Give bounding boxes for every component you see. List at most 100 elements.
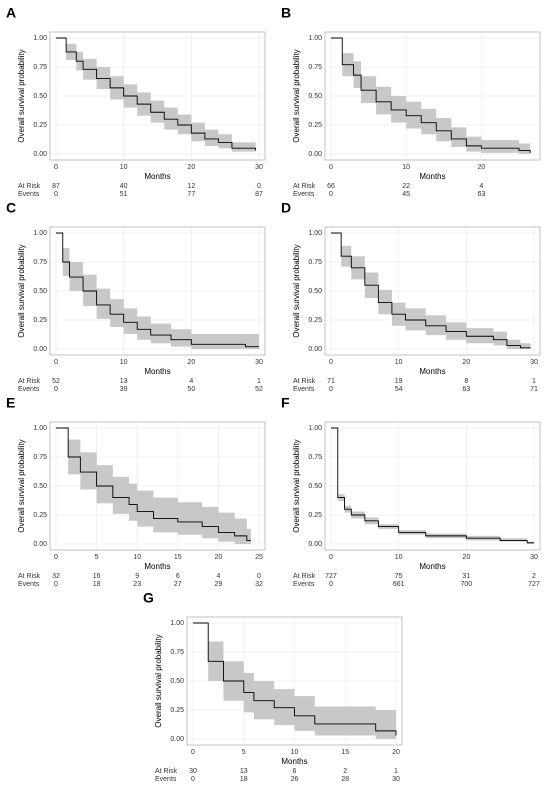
events-count: 63 [462, 386, 470, 393]
y-axis-label: Overall survival probability [292, 244, 301, 337]
x-tick-label: 10 [291, 749, 299, 756]
x-tick-label: 10 [395, 359, 403, 366]
x-tick-label: 5 [95, 554, 99, 561]
y-tick-label: 1.00 [33, 35, 47, 42]
panel-label: E [6, 395, 15, 411]
at-risk-count: 31 [462, 573, 470, 580]
survival-curve [56, 232, 259, 348]
x-tick-label: 20 [215, 554, 223, 561]
events-count: 30 [392, 776, 400, 783]
events-row-label: Events [293, 581, 315, 588]
events-count: 0 [54, 386, 58, 393]
y-tick-label: 0.00 [308, 346, 322, 353]
at-risk-count: 9 [135, 573, 139, 580]
events-count: 52 [255, 386, 263, 393]
survival-curve [331, 427, 534, 544]
x-tick-label: 15 [341, 749, 349, 756]
events-count: 29 [215, 581, 223, 588]
y-axis-label: Overall survival probability [292, 439, 301, 532]
y-axis-label: Overall survival probability [292, 49, 301, 142]
y-tick-label: 1.00 [308, 230, 322, 237]
events-count: 0 [54, 191, 58, 198]
x-tick-label: 10 [120, 359, 128, 366]
x-axis-label: Months [144, 172, 170, 181]
y-tick-label: 1.00 [33, 425, 47, 432]
x-tick-label: 20 [462, 359, 470, 366]
x-tick-label: 0 [54, 554, 58, 561]
events-count: 87 [255, 191, 263, 198]
survival-curve [331, 232, 531, 349]
y-tick-label: 0.25 [308, 512, 322, 519]
at-risk-count: 12 [187, 183, 195, 190]
at-risk-count: 8 [464, 378, 468, 385]
risk-row-label: At Risk [293, 378, 316, 385]
x-tick-label: 0 [329, 164, 333, 171]
events-count: 28 [341, 776, 349, 783]
at-risk-count: 6 [293, 768, 297, 775]
x-tick-label: 15 [174, 554, 182, 561]
x-tick-label: 0 [329, 359, 333, 366]
y-tick-label: 0.25 [170, 707, 184, 714]
y-tick-label: 0.75 [33, 454, 47, 461]
x-tick-label: 10 [395, 554, 403, 561]
x-tick-label: 25 [255, 554, 263, 561]
x-tick-label: 10 [120, 164, 128, 171]
x-tick-label: 30 [255, 359, 263, 366]
events-count: 18 [93, 581, 101, 588]
y-tick-label: 0.50 [308, 288, 322, 295]
at-risk-count: 32 [52, 573, 60, 580]
at-risk-count: 40 [120, 183, 128, 190]
x-tick-label: 30 [530, 359, 538, 366]
survival-curve [56, 37, 257, 151]
x-tick-label: 20 [462, 554, 470, 561]
y-tick-label: 0.50 [170, 678, 184, 685]
y-tick-label: 0.25 [308, 122, 322, 129]
at-risk-count: 727 [325, 573, 337, 580]
events-row-label: Events [293, 191, 315, 198]
x-axis-label: Months [281, 757, 307, 766]
y-tick-label: 0.25 [33, 317, 47, 324]
events-count: 0 [329, 191, 333, 198]
at-risk-count: 4 [216, 573, 220, 580]
y-tick-label: 0.75 [33, 64, 47, 71]
y-tick-label: 0.50 [33, 93, 47, 100]
x-tick-label: 5 [242, 749, 246, 756]
survival-curve [56, 427, 251, 541]
y-tick-label: 0.75 [308, 454, 322, 461]
y-tick-label: 0.50 [33, 288, 47, 295]
at-risk-count: 87 [52, 183, 60, 190]
panel-label: F [281, 395, 290, 411]
at-risk-count: 0 [257, 183, 261, 190]
x-axis-label: Months [144, 367, 170, 376]
y-tick-label: 0.50 [308, 93, 322, 100]
panel-label: B [281, 5, 291, 21]
survival-curve [193, 622, 397, 736]
events-count: 0 [329, 581, 333, 588]
events-count: 51 [120, 191, 128, 198]
y-tick-label: 0.00 [33, 346, 47, 353]
at-risk-count: 13 [240, 768, 248, 775]
x-tick-label: 30 [255, 164, 263, 171]
risk-row-label: At Risk [18, 183, 41, 190]
panel-label: D [281, 200, 291, 216]
at-risk-count: 6 [176, 573, 180, 580]
risk-row-label: At Risk [155, 768, 178, 775]
events-row-label: Events [293, 386, 315, 393]
events-count: 50 [187, 386, 195, 393]
y-axis-label: Overall survival probability [154, 634, 163, 727]
x-tick-label: 10 [133, 554, 141, 561]
at-risk-count: 75 [395, 573, 403, 580]
confidence-band [193, 623, 396, 739]
x-tick-label: 20 [187, 359, 195, 366]
events-count: 727 [528, 581, 540, 588]
y-tick-label: 0.75 [308, 64, 322, 71]
events-count: 71 [530, 386, 538, 393]
events-count: 23 [133, 581, 141, 588]
y-tick-label: 0.00 [33, 151, 47, 158]
risk-row-label: At Risk [18, 573, 41, 580]
x-axis-label: Months [419, 562, 445, 571]
at-risk-count: 19 [395, 378, 403, 385]
at-risk-count: 1 [394, 768, 398, 775]
y-tick-label: 0.50 [308, 483, 322, 490]
panel-label: C [6, 200, 16, 216]
